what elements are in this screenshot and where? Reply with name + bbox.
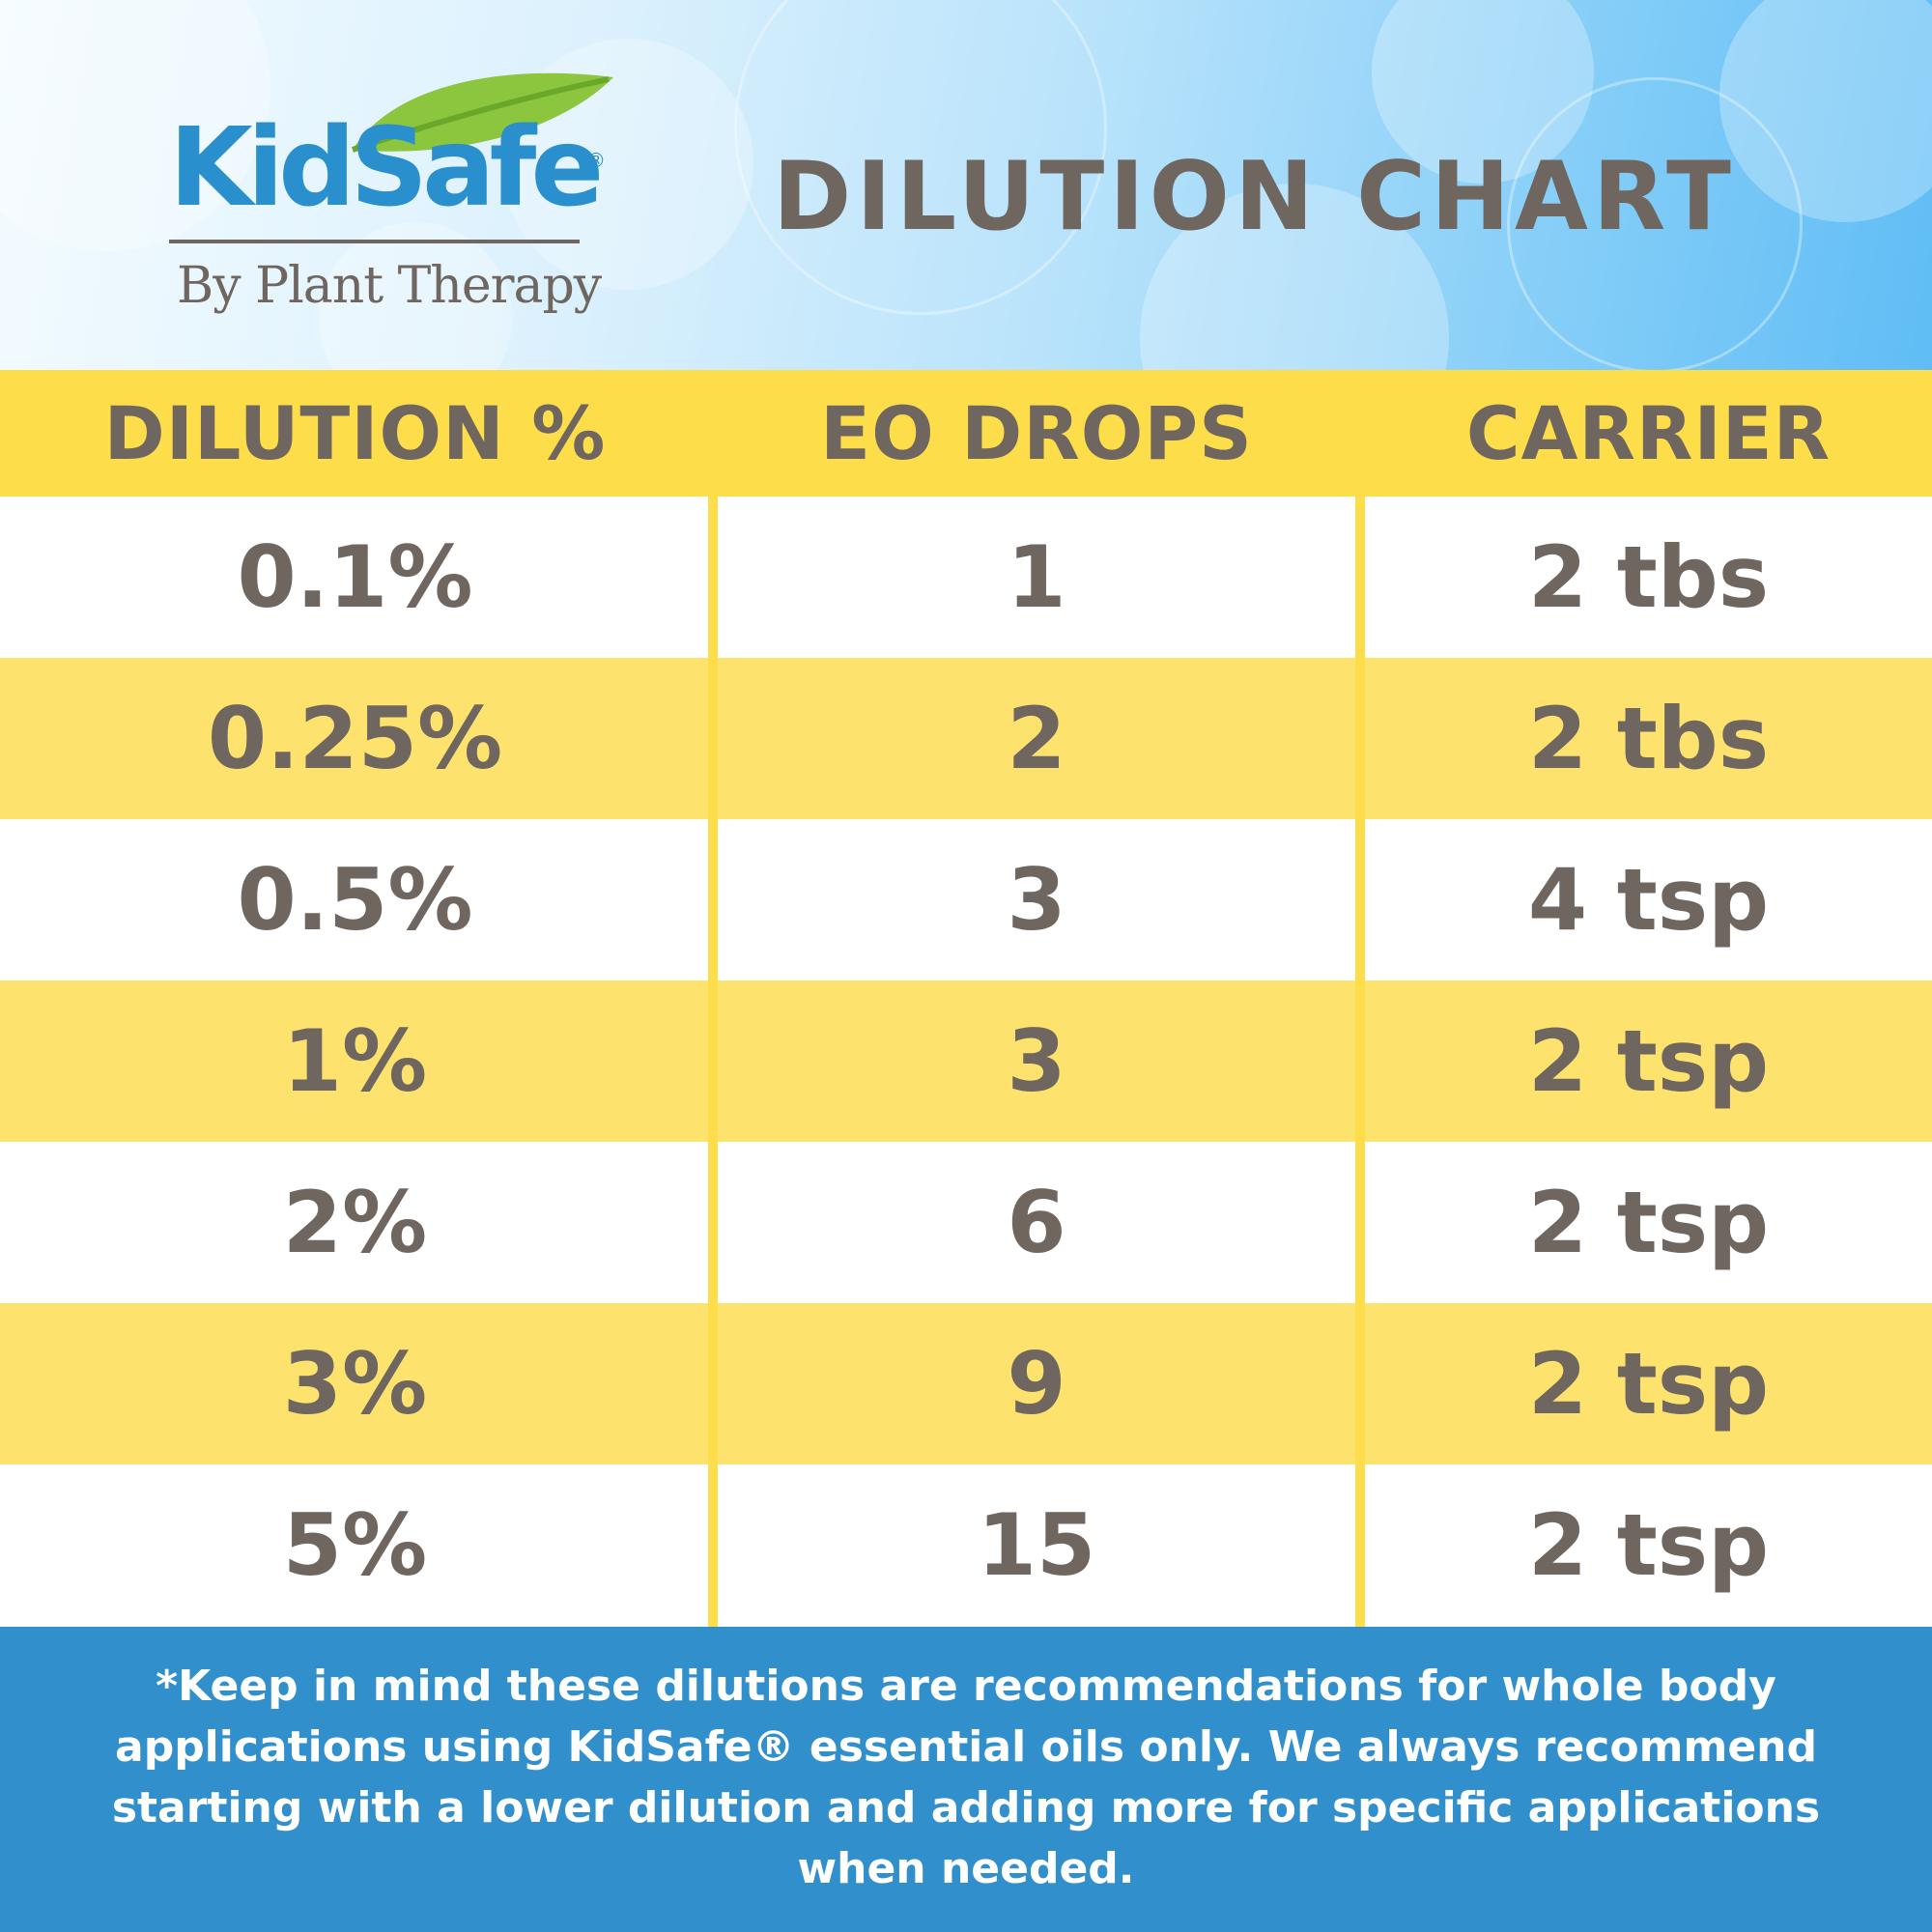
cell-eo-drops: 2 <box>1007 689 1066 788</box>
footer-banner: *Keep in mind these dilutions are recomm… <box>0 1627 1932 1932</box>
cell-dilution: 0.5% <box>237 850 473 950</box>
footnote-text: *Keep in mind these dilutions are recomm… <box>111 1662 1821 1893</box>
kidsafe-logo: KidSafe ® By Plant Therapy <box>169 68 613 328</box>
cell-eo-drops: 3 <box>1007 850 1066 950</box>
cell-eo-drops: 3 <box>1007 1011 1066 1111</box>
table-row: 0.1% 1 2 tbs <box>0 497 1932 658</box>
cell-carrier: 2 tsp <box>1527 1495 1770 1595</box>
cell-eo-drops: 15 <box>977 1495 1096 1595</box>
cell-carrier: 2 tsp <box>1527 1011 1770 1111</box>
table-row: 1% 3 2 tsp <box>0 980 1932 1142</box>
logo-tagline: By Plant Therapy <box>177 257 602 315</box>
cell-carrier: 2 tsp <box>1527 1334 1770 1434</box>
table-row: 3% 9 2 tsp <box>0 1303 1932 1464</box>
cell-dilution: 0.1% <box>237 527 473 627</box>
cell-eo-drops: 1 <box>1007 527 1066 627</box>
cell-dilution: 0.25% <box>207 689 503 788</box>
column-divider <box>708 497 718 1627</box>
decorative-bubble <box>319 222 512 370</box>
table-row: 5% 15 2 tsp <box>0 1464 1932 1626</box>
page-title: DILUTION CHART <box>773 142 1736 252</box>
table-header-row: DILUTION % EO DROPS CARRIER <box>0 370 1932 497</box>
column-header-eo-drops: EO DROPS <box>820 390 1253 476</box>
column-header-carrier: CARRIER <box>1465 390 1832 476</box>
cell-eo-drops: 9 <box>1007 1334 1066 1434</box>
cell-dilution: 2% <box>282 1173 428 1272</box>
cell-dilution: 1% <box>282 1011 428 1111</box>
logo-divider <box>169 240 580 243</box>
column-divider <box>1355 497 1365 1627</box>
dilution-table-body: 0.1% 1 2 tbs 0.25% 2 2 tbs 0.5% 3 4 tsp … <box>0 497 1932 1627</box>
table-row: 0.5% 3 4 tsp <box>0 819 1932 980</box>
cell-carrier: 4 tsp <box>1527 850 1770 950</box>
registered-mark: ® <box>586 149 606 172</box>
column-header-dilution: DILUTION % <box>103 390 607 476</box>
leaf-icon <box>352 72 613 153</box>
table-row: 2% 6 2 tsp <box>0 1142 1932 1303</box>
decorative-bubble <box>1507 77 1803 370</box>
cell-dilution: 5% <box>282 1495 428 1595</box>
cell-dilution: 3% <box>282 1334 428 1434</box>
table-row: 0.25% 2 2 tbs <box>0 658 1932 819</box>
cell-carrier: 2 tsp <box>1527 1173 1770 1272</box>
cell-carrier: 2 tbs <box>1527 527 1770 627</box>
cell-carrier: 2 tbs <box>1527 689 1770 788</box>
header-banner: KidSafe ® By Plant Therapy DILUTION CHAR… <box>0 0 1932 370</box>
cell-eo-drops: 6 <box>1007 1173 1066 1272</box>
logo-wordmark: KidSafe <box>169 105 604 231</box>
